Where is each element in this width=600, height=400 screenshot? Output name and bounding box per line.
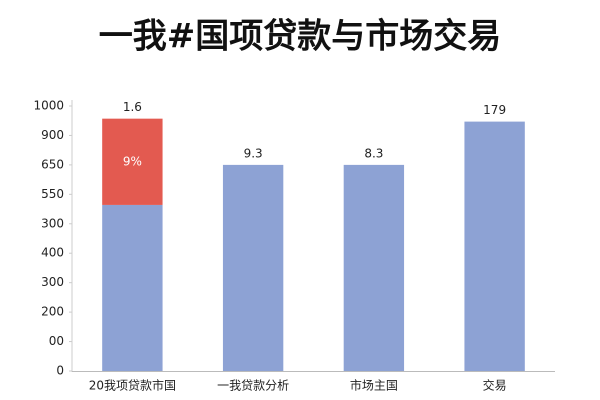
bar <box>343 164 405 371</box>
data-label: 179 <box>483 103 506 117</box>
bar <box>222 164 284 371</box>
bar <box>102 204 163 371</box>
data-label: 9.3 <box>244 146 263 160</box>
y-tick-label: 400 <box>41 246 64 260</box>
y-tick-label: 0 <box>56 364 64 378</box>
y-tick-label: 550 <box>41 187 64 201</box>
x-tick-label: 20我项贷款市国 <box>89 378 176 393</box>
y-tick-label: 900 <box>41 128 64 142</box>
chart-title: 一我#国项贷款与市场交易 <box>99 17 502 57</box>
y-tick-label: 00 <box>49 334 64 348</box>
y-tick-label: 200 <box>41 305 64 319</box>
data-label: 9% <box>123 154 142 168</box>
x-tick-label: 交易 <box>483 378 507 393</box>
data-label: 8.3 <box>364 146 383 160</box>
bar <box>102 118 163 205</box>
y-tick-label: 650 <box>41 157 64 171</box>
y-tick-label: 300 <box>41 275 64 289</box>
y-tick-label: 300 <box>41 216 64 230</box>
y-tick-label: 1000 <box>33 99 64 113</box>
bar <box>464 121 525 371</box>
x-tick-label: 市场主国 <box>350 378 398 393</box>
x-tick-label: 一我贷款分析 <box>217 379 289 393</box>
data-label: 1.6 <box>123 100 142 114</box>
